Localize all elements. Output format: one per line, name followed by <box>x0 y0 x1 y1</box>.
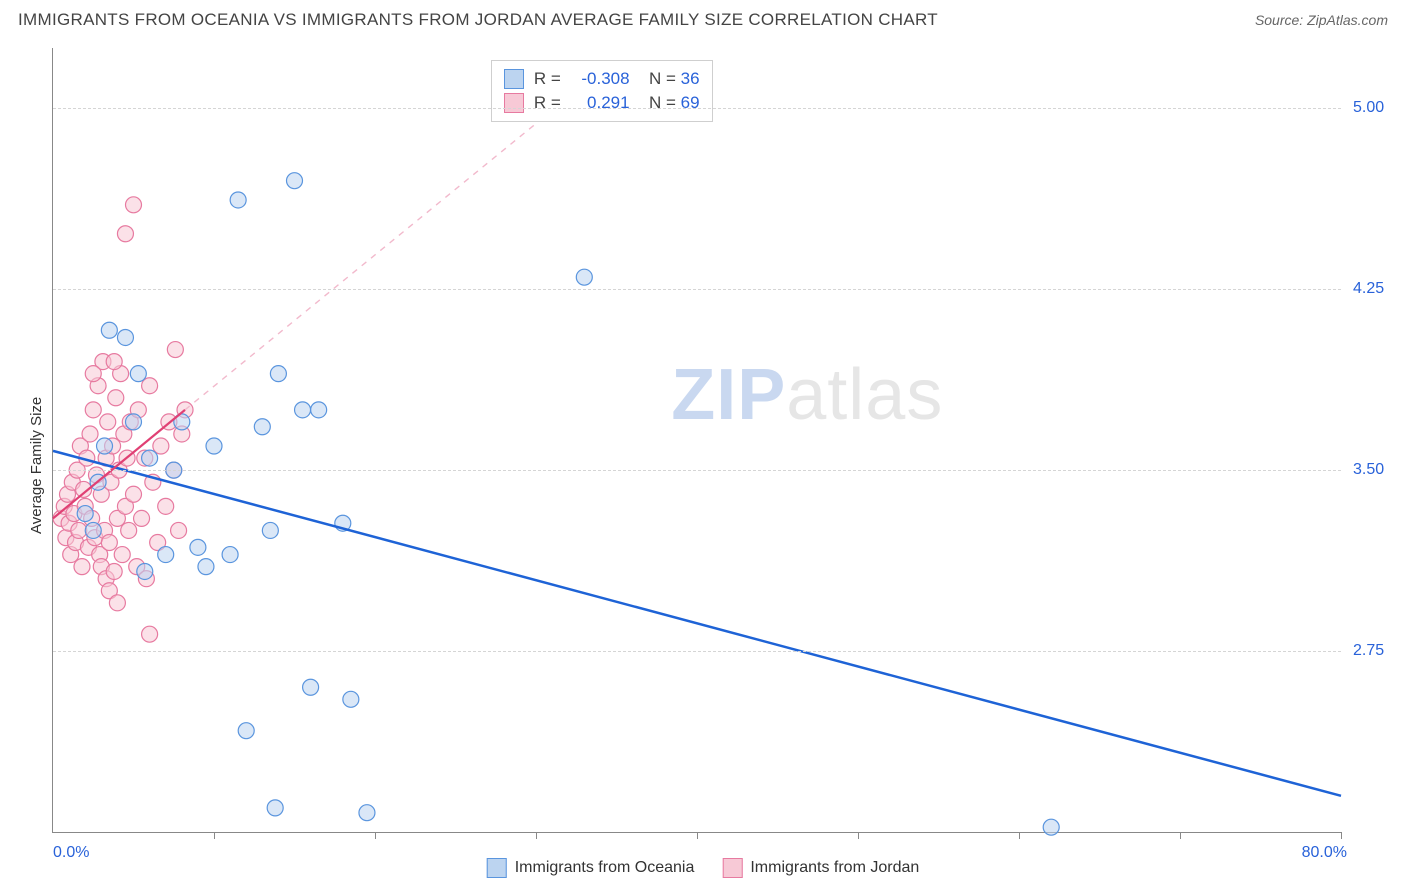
gridline <box>53 289 1341 290</box>
data-point <box>117 226 133 242</box>
x-min-label: 0.0% <box>53 844 89 862</box>
data-point <box>270 366 286 382</box>
data-point <box>130 366 146 382</box>
data-point <box>171 522 187 538</box>
source-label: Source: ZipAtlas.com <box>1255 12 1388 28</box>
y-tick-label: 3.50 <box>1353 461 1384 479</box>
data-point <box>198 559 214 575</box>
data-point <box>74 559 90 575</box>
data-point <box>287 173 303 189</box>
data-point <box>206 438 222 454</box>
legend-swatch <box>487 858 507 878</box>
data-point <box>85 366 101 382</box>
scatter-svg <box>53 48 1341 832</box>
legend-row: R = -0.308 N = 36 <box>504 67 700 91</box>
trend-line <box>53 451 1341 796</box>
data-point <box>126 197 142 213</box>
x-tick <box>214 832 215 839</box>
x-tick <box>536 832 537 839</box>
legend-series-item: Immigrants from Jordan <box>722 858 919 878</box>
data-point <box>82 426 98 442</box>
x-tick <box>1341 832 1342 839</box>
legend-swatch <box>504 69 524 89</box>
x-tick <box>1019 832 1020 839</box>
trend-line-extension <box>185 84 584 410</box>
plot-area: ZIPatlas R = -0.308 N = 36R = 0.291 N = … <box>52 48 1341 833</box>
source-value: ZipAtlas.com <box>1307 12 1388 28</box>
y-axis-label: Average Family Size <box>28 397 45 534</box>
data-point <box>117 329 133 345</box>
data-point <box>343 691 359 707</box>
x-max-label: 80.0% <box>1302 844 1347 862</box>
data-point <box>142 450 158 466</box>
data-point <box>108 390 124 406</box>
source-prefix: Source: <box>1255 12 1307 28</box>
data-point <box>109 595 125 611</box>
data-point <box>262 522 278 538</box>
x-tick <box>1180 832 1181 839</box>
legend-row: R = 0.291 N = 69 <box>504 91 700 115</box>
data-point <box>230 192 246 208</box>
data-point <box>85 402 101 418</box>
legend-r: R = 0.291 <box>534 91 630 115</box>
gridline <box>53 470 1341 471</box>
data-point <box>142 626 158 642</box>
legend-swatch <box>504 93 524 113</box>
data-point <box>106 354 122 370</box>
data-point <box>126 414 142 430</box>
legend-n: N = 36 <box>640 67 700 91</box>
data-point <box>303 679 319 695</box>
data-point <box>97 438 113 454</box>
chart-title: IMMIGRANTS FROM OCEANIA VS IMMIGRANTS FR… <box>18 10 938 30</box>
data-point <box>126 486 142 502</box>
data-point <box>238 723 254 739</box>
data-point <box>106 563 122 579</box>
data-point <box>1043 819 1059 835</box>
data-point <box>222 547 238 563</box>
data-point <box>167 342 183 358</box>
legend-r: R = -0.308 <box>534 67 630 91</box>
legend-series-item: Immigrants from Oceania <box>487 858 695 878</box>
data-point <box>295 402 311 418</box>
legend-series-label: Immigrants from Jordan <box>750 859 919 877</box>
data-point <box>114 547 130 563</box>
data-point <box>190 539 206 555</box>
legend-correlation-box: R = -0.308 N = 36R = 0.291 N = 69 <box>491 60 713 122</box>
data-point <box>101 535 117 551</box>
x-tick <box>858 832 859 839</box>
legend-series: Immigrants from Oceania Immigrants from J… <box>487 858 920 878</box>
data-point <box>158 498 174 514</box>
legend-swatch <box>722 858 742 878</box>
gridline <box>53 651 1341 652</box>
legend-series-label: Immigrants from Oceania <box>515 859 695 877</box>
data-point <box>267 800 283 816</box>
data-point <box>254 419 270 435</box>
data-point <box>100 414 116 430</box>
x-tick <box>375 832 376 839</box>
data-point <box>137 563 153 579</box>
data-point <box>576 269 592 285</box>
data-point <box>101 322 117 338</box>
data-point <box>359 805 375 821</box>
data-point <box>134 510 150 526</box>
y-tick-label: 2.75 <box>1353 642 1384 660</box>
x-tick <box>697 832 698 839</box>
y-tick-label: 4.25 <box>1353 280 1384 298</box>
data-point <box>85 522 101 538</box>
data-point <box>158 547 174 563</box>
data-point <box>311 402 327 418</box>
legend-n: N = 69 <box>640 91 700 115</box>
y-tick-label: 5.00 <box>1353 99 1384 117</box>
data-point <box>121 522 137 538</box>
gridline <box>53 108 1341 109</box>
data-point <box>77 506 93 522</box>
data-point <box>71 522 87 538</box>
